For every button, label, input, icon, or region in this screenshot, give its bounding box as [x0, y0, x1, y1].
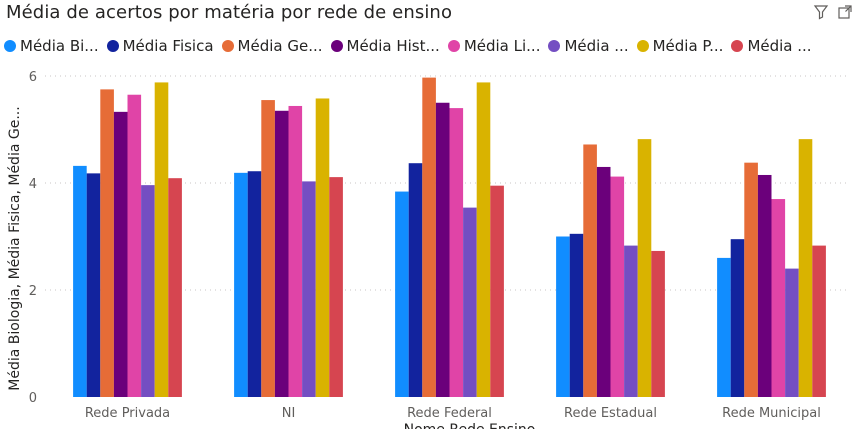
y-tick-label: 2 [29, 284, 37, 299]
visual-header [813, 4, 853, 20]
bar [168, 178, 182, 397]
legend-label: Média Bi... [20, 37, 99, 55]
bar [247, 171, 262, 397]
bar [569, 233, 584, 397]
x-tick-label: Rede Estadual [564, 406, 657, 421]
y-tick-label: 4 [29, 177, 37, 192]
legend-label: Média P... [652, 37, 724, 55]
bar [476, 82, 491, 398]
bar [449, 108, 464, 397]
x-tick-label: NI [282, 406, 296, 421]
chart-title: Média de acertos por matéria por rede de… [6, 2, 453, 23]
bar [624, 245, 638, 397]
y-axis-title: Média Biologia, Média Fisica, Média Ge..… [7, 106, 23, 390]
bar [288, 105, 303, 398]
focus-mode-icon[interactable] [837, 4, 853, 20]
bar [274, 110, 289, 398]
bar [73, 165, 87, 397]
bar [408, 163, 423, 397]
x-tick-label: Rede Privada [85, 406, 170, 421]
y-tick-label: 0 [29, 391, 37, 406]
bar [651, 250, 665, 397]
legend-item[interactable]: Média Ge... [221, 37, 323, 55]
bar [798, 139, 813, 397]
legend-item[interactable]: Média Fisica [106, 37, 214, 55]
legend-item[interactable]: Média ... [731, 37, 812, 55]
bar [100, 89, 114, 397]
bar [730, 239, 745, 397]
bar [556, 236, 570, 397]
legend-item[interactable]: Média Hist... [330, 37, 440, 55]
x-tick-label: Rede Municipal [722, 406, 821, 421]
bar [422, 77, 436, 397]
bar [113, 111, 128, 397]
x-axis-title: Nome Rede Ensino [404, 422, 536, 429]
legend-label: Média Ge... [237, 37, 323, 55]
bar [812, 245, 826, 397]
legend-label: Média Li... [463, 37, 541, 55]
legend-marker [330, 40, 343, 52]
bar [234, 172, 248, 397]
bar [785, 268, 799, 397]
y-tick-label: 6 [29, 70, 37, 85]
legend-label: Média Fisica [122, 37, 214, 55]
bar [596, 166, 611, 397]
bar [757, 174, 772, 397]
legend-item[interactable]: Média Bi... [4, 37, 99, 55]
legend-label: Média ... [564, 37, 629, 55]
bar [435, 102, 450, 397]
bar [637, 139, 652, 397]
legend-marker [636, 40, 649, 52]
legend-marker [447, 40, 460, 52]
x-tick-label: Rede Federal [407, 406, 492, 421]
bar [583, 144, 597, 397]
bar [127, 94, 142, 397]
legend-marker [106, 40, 119, 52]
bar [154, 82, 169, 398]
bar [315, 98, 330, 397]
bar [717, 257, 731, 397]
legend-item[interactable]: Média Li... [447, 37, 541, 55]
legend-marker [731, 40, 744, 52]
legend-item[interactable]: Média P... [636, 37, 724, 55]
bar [329, 177, 343, 397]
legend-label: Média ... [747, 37, 812, 55]
bar [771, 199, 786, 397]
bar [141, 185, 155, 397]
bar [302, 181, 316, 397]
legend: Média Bi... Média Fisica Média Ge... Média … [4, 37, 812, 55]
legend-item[interactable]: Média ... [548, 37, 629, 55]
bar [610, 176, 625, 397]
bar [744, 162, 758, 397]
legend-marker [221, 40, 234, 52]
bar [490, 185, 504, 397]
filter-icon[interactable] [813, 4, 829, 20]
bar [261, 100, 275, 397]
bar [395, 191, 409, 397]
bar [86, 173, 101, 397]
legend-marker [548, 40, 561, 52]
legend-label: Média Hist... [346, 37, 440, 55]
bar [463, 207, 477, 397]
legend-marker [4, 40, 16, 52]
